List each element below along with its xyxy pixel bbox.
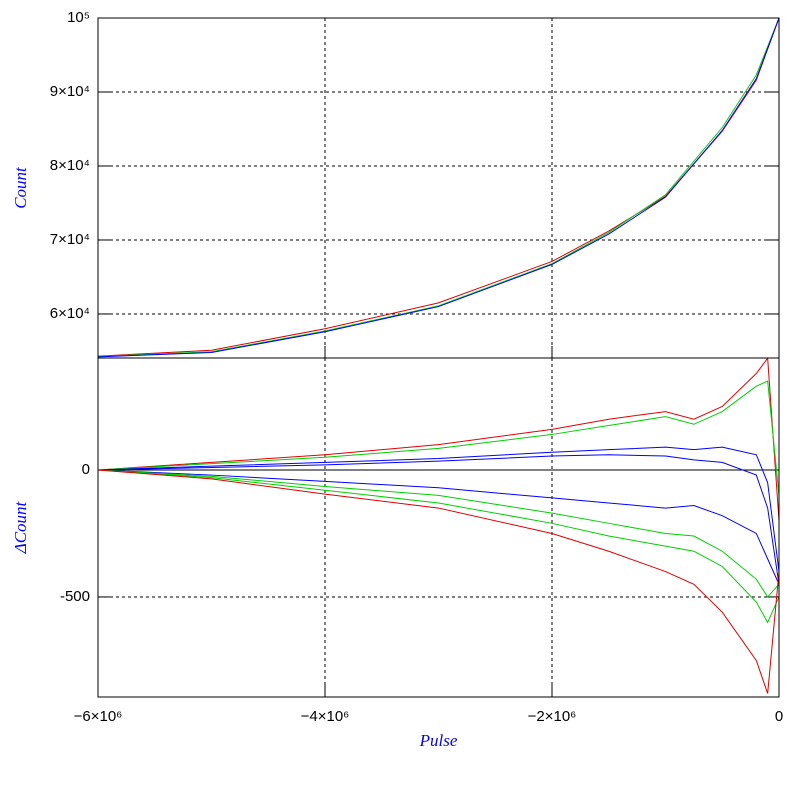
plot-lines <box>98 358 779 694</box>
series-line <box>98 18 779 358</box>
y-axis-label: ΔCount <box>11 500 30 554</box>
series-line <box>98 469 779 598</box>
y-tick-label: 7×10⁴ <box>50 231 90 248</box>
series-line <box>98 469 779 585</box>
y-tick-label: 8×10⁴ <box>50 157 90 174</box>
series-line <box>98 358 779 521</box>
x-axis-label: Pulse <box>419 731 458 750</box>
y-tick-label: -500 <box>60 588 90 605</box>
series-line <box>98 18 779 358</box>
series-line <box>98 469 779 694</box>
x-tick-label: −4×10⁶ <box>301 708 350 725</box>
series-line <box>98 18 779 357</box>
y-axis-label: Count <box>11 166 30 209</box>
plot-lines <box>98 18 779 358</box>
y-tick-label: 6×10⁴ <box>50 305 90 322</box>
y-tick-label: 9×10⁴ <box>50 83 90 100</box>
y-tick-label: 10⁵ <box>67 9 90 26</box>
x-tick-label: −2×10⁶ <box>528 708 577 725</box>
series-line <box>98 446 779 572</box>
series-line <box>98 469 779 624</box>
plot-frame <box>97 357 780 698</box>
x-tick-label: 0 <box>775 708 783 725</box>
series-line <box>98 454 779 585</box>
y-tick-label: 0 <box>82 461 90 478</box>
series-line <box>98 380 779 496</box>
x-tick-label: −6×10⁶ <box>74 708 123 725</box>
